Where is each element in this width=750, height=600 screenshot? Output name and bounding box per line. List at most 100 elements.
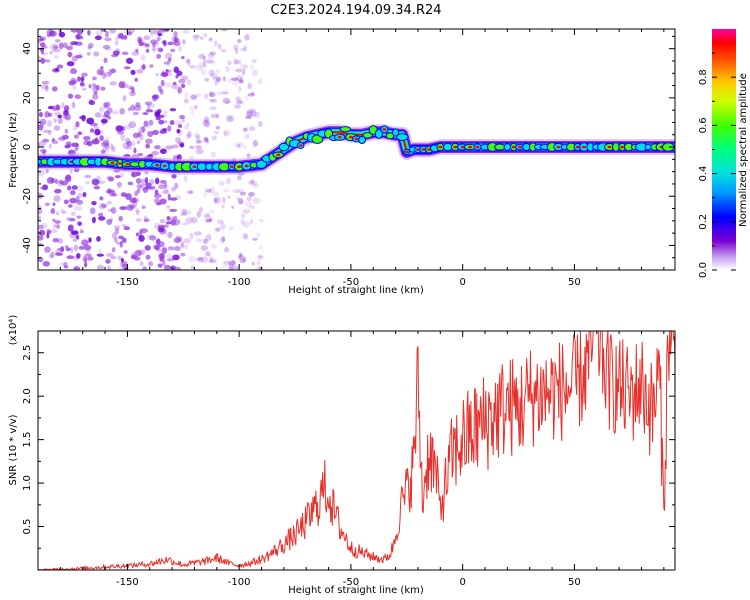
noise-speckle xyxy=(104,136,110,142)
noise-speckle xyxy=(172,82,177,86)
noise-speckle xyxy=(141,125,145,133)
noise-speckle xyxy=(127,29,135,35)
colorbar-tick-label: 0.2 xyxy=(698,214,709,230)
noise-speckle xyxy=(156,53,162,59)
noise-speckle xyxy=(207,52,215,59)
noise-speckle xyxy=(205,234,212,242)
noise-speckle xyxy=(113,237,119,243)
noise-speckle xyxy=(162,128,168,132)
noise-speckle xyxy=(215,68,221,74)
y-tick-label: 20 xyxy=(22,91,33,104)
noise-speckle xyxy=(160,29,167,32)
noise-speckle xyxy=(195,148,204,155)
noise-speckle xyxy=(169,265,176,270)
noise-speckle xyxy=(55,252,63,256)
noise-speckle xyxy=(242,68,246,76)
noise-speckle xyxy=(120,192,127,197)
noise-speckle xyxy=(190,265,195,270)
noise-speckle xyxy=(163,82,172,88)
noise-speckle xyxy=(38,143,41,149)
noise-speckle xyxy=(185,58,190,64)
spectrogram-panel: -150 -100 -50 0 50 -40 -20 0 20 40 Height of stra… xyxy=(8,28,676,296)
noise-speckle xyxy=(251,183,259,188)
noise-speckle xyxy=(238,79,245,84)
noise-speckle xyxy=(177,141,185,145)
noise-speckle xyxy=(135,178,142,184)
noise-speckle xyxy=(91,75,96,81)
noise-speckle xyxy=(183,124,190,131)
noise-speckle xyxy=(51,138,56,142)
noise-speckle xyxy=(143,215,148,222)
noise-speckle xyxy=(252,140,259,147)
noise-speckle xyxy=(122,95,127,102)
noise-speckle xyxy=(159,179,167,184)
noise-speckle xyxy=(197,256,204,263)
noise-speckle xyxy=(255,232,261,238)
x-tick-label: -50 xyxy=(343,277,359,288)
noise-speckle xyxy=(69,246,74,254)
noise-speckle xyxy=(234,104,241,109)
noise-speckle xyxy=(86,51,91,56)
noise-speckle xyxy=(152,94,160,100)
noise-speckle xyxy=(222,97,231,104)
noise-speckle xyxy=(107,177,115,182)
noise-speckle xyxy=(258,219,265,223)
noise-speckle xyxy=(112,50,120,56)
noise-speckle xyxy=(239,191,246,196)
noise-speckle xyxy=(52,238,59,243)
noise-speckle xyxy=(136,140,141,144)
noise-speckle xyxy=(196,211,202,218)
noise-speckle xyxy=(179,114,185,120)
noise-speckle xyxy=(167,246,175,251)
noise-speckle xyxy=(75,33,82,40)
noise-speckle xyxy=(251,261,255,266)
noise-speckle xyxy=(135,102,141,108)
noise-speckle xyxy=(243,145,247,149)
ridge-peak-core xyxy=(468,145,473,149)
noise-speckle xyxy=(114,175,121,179)
noise-speckle xyxy=(241,213,246,218)
noise-speckle xyxy=(236,100,244,105)
noise-speckle xyxy=(75,234,80,240)
noise-speckle xyxy=(94,112,102,118)
ridge-peak xyxy=(278,142,290,152)
noise-speckle xyxy=(223,246,230,253)
noise-speckle xyxy=(212,191,220,197)
noise-speckle xyxy=(190,94,198,100)
noise-speckle xyxy=(86,117,95,125)
noise-speckle xyxy=(167,193,171,201)
noise-speckle xyxy=(61,102,65,109)
figure-title: C2E3.2024.194.09.34.R24 xyxy=(270,3,441,18)
noise-speckle xyxy=(81,72,88,77)
noise-speckle xyxy=(202,64,208,69)
x-tick-label: 0 xyxy=(459,277,465,288)
noise-speckle xyxy=(142,266,148,270)
noise-speckle xyxy=(209,209,215,214)
noise-speckle xyxy=(105,259,111,264)
noise-speckle xyxy=(176,236,183,242)
noise-speckle xyxy=(132,200,138,208)
ridge-peak-core xyxy=(229,165,234,169)
ridge-peak xyxy=(396,133,409,141)
noise-speckle xyxy=(180,241,184,248)
noise-speckle xyxy=(245,95,249,101)
noise-speckle xyxy=(193,37,199,41)
noise-speckle xyxy=(196,139,202,144)
noise-speckle xyxy=(40,222,48,229)
snr-y-label: SNR (10 * v/v) xyxy=(8,414,19,485)
noise-speckle xyxy=(145,182,152,188)
noise-speckle xyxy=(115,36,120,41)
ridge-peak-core xyxy=(582,145,586,149)
noise-speckle xyxy=(53,104,62,111)
noise-speckle xyxy=(246,153,251,159)
noise-speckle xyxy=(61,180,68,186)
noise-speckle xyxy=(154,177,160,185)
noise-speckle xyxy=(69,169,73,174)
noise-speckle xyxy=(232,80,239,87)
noise-speckle xyxy=(171,83,179,90)
noise-speckle xyxy=(65,247,71,252)
noise-speckle xyxy=(166,205,171,209)
x-tick-label: 0 xyxy=(459,577,465,588)
noise-speckle xyxy=(246,196,252,202)
noise-speckle xyxy=(60,208,66,214)
